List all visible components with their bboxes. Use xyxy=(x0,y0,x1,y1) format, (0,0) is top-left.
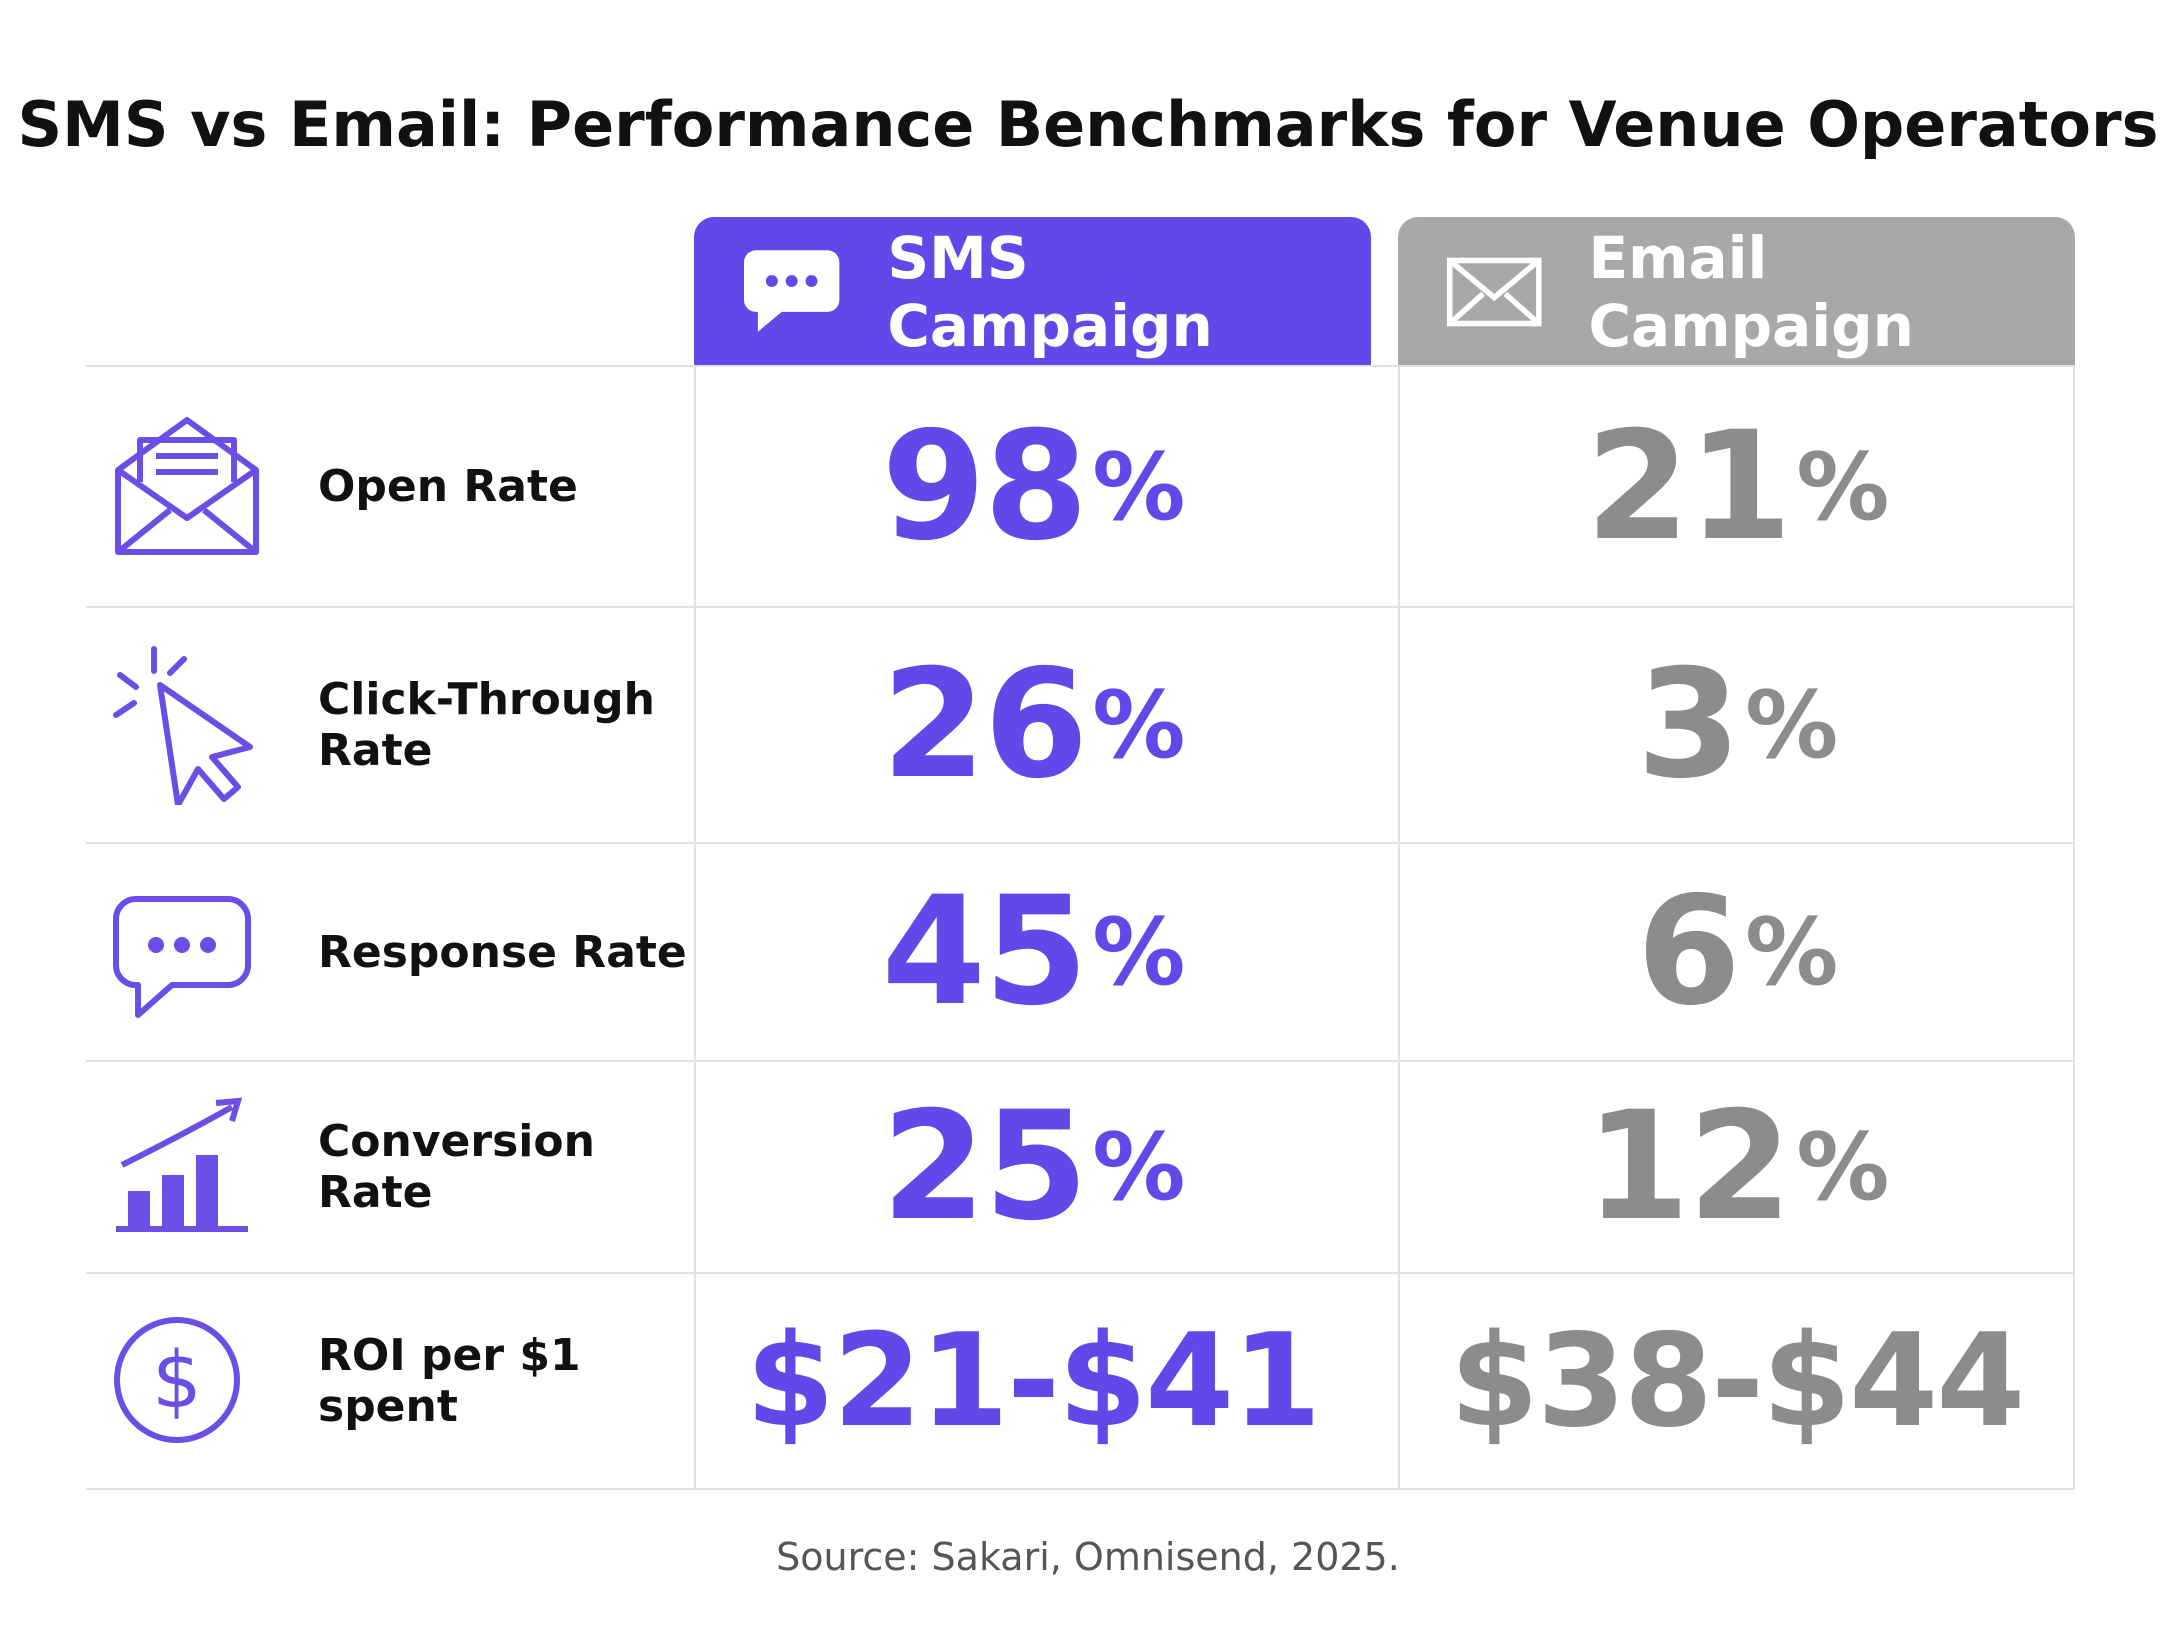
row-divider xyxy=(86,842,2075,844)
sms-value: 45% xyxy=(881,865,1186,1039)
email-value: 3% xyxy=(1636,638,1839,812)
row-label: Response Rate xyxy=(318,926,687,978)
row-divider xyxy=(86,606,2075,608)
row-label: Click-Through Rate xyxy=(318,674,656,776)
sms-header: SMS Campaign xyxy=(694,217,1371,366)
email-value: 12% xyxy=(1585,1080,1890,1254)
column-divider xyxy=(694,366,696,1490)
growth-chart-icon xyxy=(116,1097,248,1232)
email-value: 21% xyxy=(1585,399,1890,574)
column-divider xyxy=(2073,366,2075,1490)
open-envelope-icon xyxy=(115,417,259,555)
email-value: 6% xyxy=(1636,865,1839,1039)
email-value: $38-$44 xyxy=(1449,1306,2026,1456)
email-header: Email Campaign xyxy=(1398,217,2075,366)
svg-text:$: $ xyxy=(152,1336,202,1426)
sms-value: 25% xyxy=(881,1080,1186,1254)
column-divider xyxy=(1398,366,1400,1490)
dollar-icon: $ xyxy=(114,1317,240,1443)
chat-icon xyxy=(112,896,251,1018)
chat-icon xyxy=(743,249,840,332)
column-header: Email Campaign xyxy=(1588,223,1914,360)
envelope-icon xyxy=(1446,257,1542,326)
row-divider xyxy=(86,365,2075,367)
source-note: Source: Sakari, Omnisend, 2025. xyxy=(776,1535,1400,1579)
cursor-icon xyxy=(113,646,253,805)
sms-value: $21-$41 xyxy=(745,1306,1322,1456)
row-divider xyxy=(86,1272,2075,1274)
row-label: Open Rate xyxy=(318,461,578,512)
row-divider xyxy=(86,1060,2075,1062)
row-label: Conversion Rate xyxy=(318,1116,595,1218)
row-divider xyxy=(86,1488,2075,1490)
sms-value: 26% xyxy=(881,638,1186,812)
row-label: ROI per $1 spent xyxy=(318,1330,581,1432)
sms-value: 98% xyxy=(881,399,1186,574)
title: SMS vs Email: Performance Benchmarks for… xyxy=(17,88,2159,161)
column-header: SMS Campaign xyxy=(887,223,1213,360)
